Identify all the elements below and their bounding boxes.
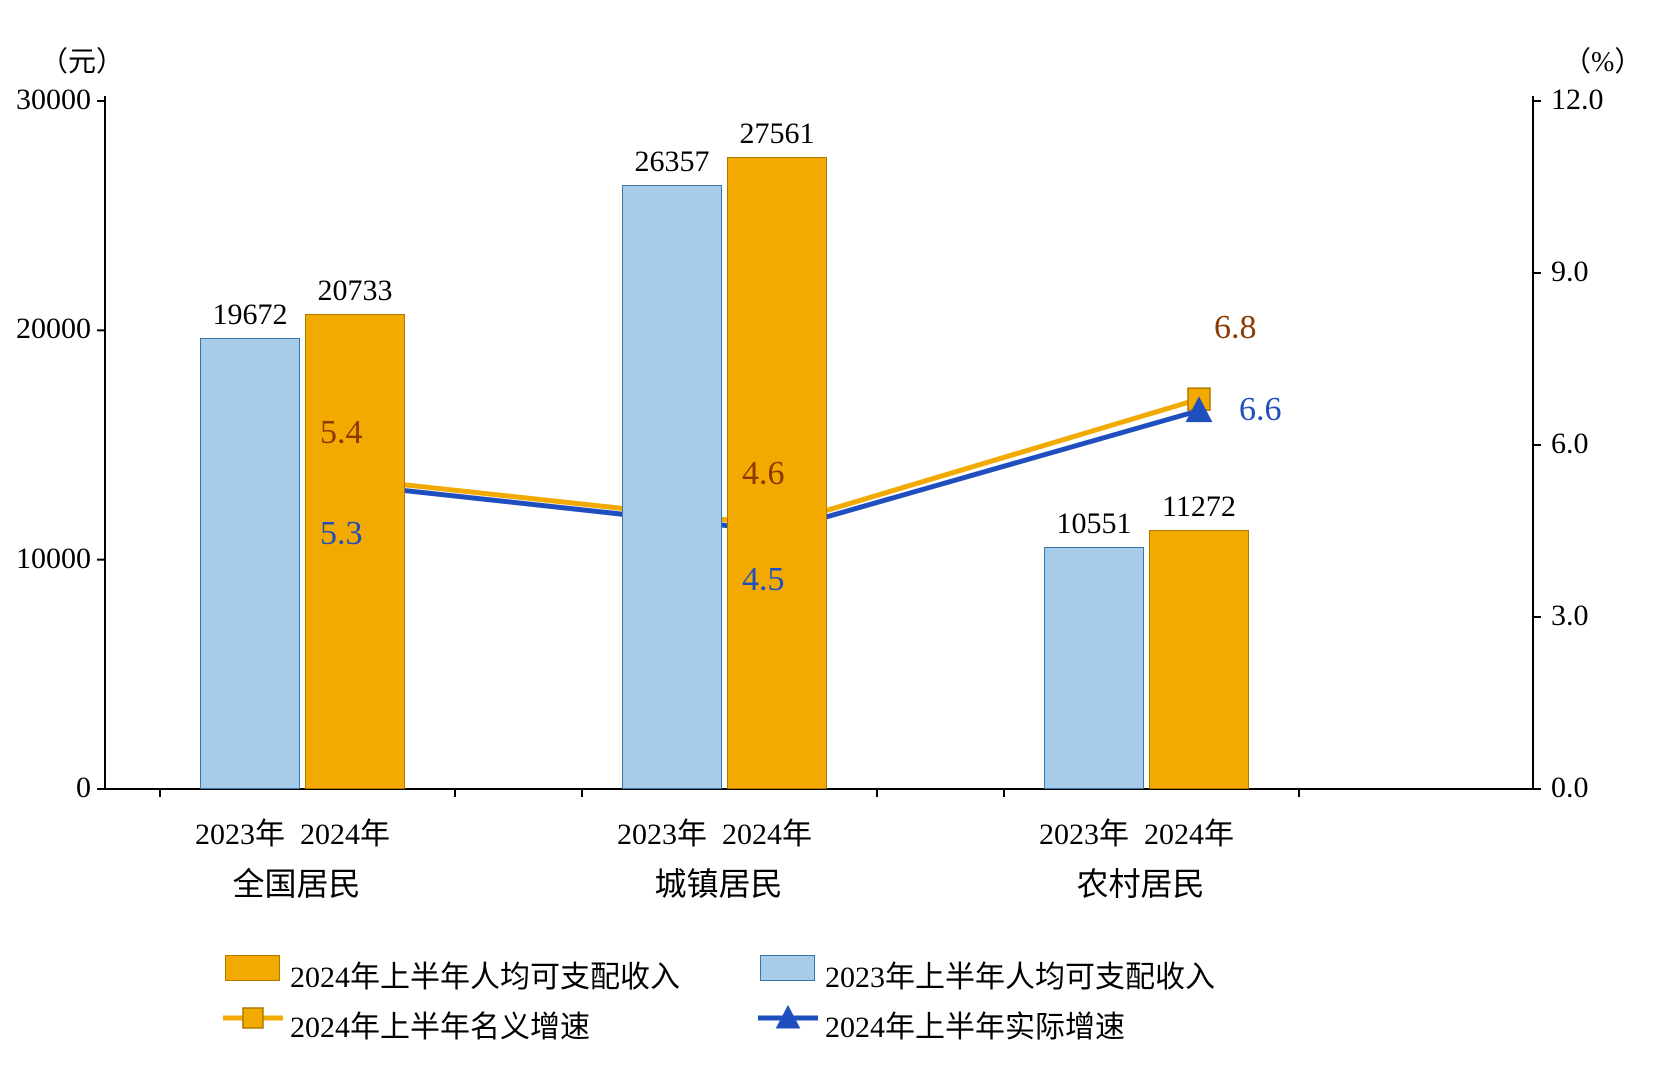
real-value-label: 5.3	[320, 515, 363, 553]
right-tick-label: 9.0	[1551, 255, 1589, 289]
bar-2024-value: 20733	[285, 274, 425, 308]
left-axis-unit: （元）	[40, 40, 124, 80]
xtick-year-2024: 2024年	[722, 809, 812, 853]
right-tick-label: 0.0	[1551, 771, 1589, 805]
nominal-value-label: 5.4	[320, 414, 363, 452]
xtick-group: 全国居民	[233, 859, 361, 905]
bar-2024	[1149, 530, 1249, 789]
bar-2023	[622, 185, 722, 789]
legend-label: 2024年上半年实际增速	[825, 1002, 1125, 1046]
xtick-year-2023: 2023年	[195, 809, 285, 853]
right-tick-label: 6.0	[1551, 427, 1589, 461]
xtick-year-2024: 2024年	[300, 809, 390, 853]
right-axis-unit: （%）	[1563, 40, 1642, 80]
left-tick-label: 30000	[16, 83, 91, 117]
xtick-group: 城镇居民	[655, 859, 783, 905]
bar-2024-value: 27561	[707, 117, 847, 151]
real-value-label: 6.6	[1239, 391, 1282, 429]
real-value-label: 4.5	[742, 561, 785, 599]
right-tick-label: 3.0	[1551, 599, 1589, 633]
legend-label: 2024年上半年名义增速	[290, 1002, 590, 1046]
legend-label: 2024年上半年人均可支配收入	[290, 952, 680, 996]
bar-2024-value: 11272	[1129, 490, 1269, 524]
bar-2023	[1044, 547, 1144, 789]
left-tick-label: 0	[76, 771, 91, 805]
bar-2023	[200, 338, 300, 789]
xtick-year-2023: 2023年	[1039, 809, 1129, 853]
xtick-group: 农村居民	[1077, 859, 1205, 905]
left-tick-label: 20000	[16, 312, 91, 346]
legend-swatch-bar-2023	[760, 955, 815, 981]
marker-real	[1186, 397, 1211, 421]
xtick-year-2023: 2023年	[617, 809, 707, 853]
xtick-year-2024: 2024年	[1144, 809, 1234, 853]
nominal-value-label: 6.8	[1214, 309, 1257, 347]
nominal-value-label: 4.6	[742, 455, 785, 493]
legend-swatch-bar-2024	[225, 955, 280, 981]
legend-marker-real	[777, 1006, 800, 1028]
legend-marker-nominal	[243, 1008, 263, 1028]
marker-nominal	[1188, 388, 1210, 410]
right-tick-label: 12.0	[1551, 83, 1604, 117]
legend-label: 2023年上半年人均可支配收入	[825, 952, 1215, 996]
income-chart: （元）（%）01000020000300000.03.06.09.012.019…	[0, 0, 1662, 1075]
left-tick-label: 10000	[16, 542, 91, 576]
